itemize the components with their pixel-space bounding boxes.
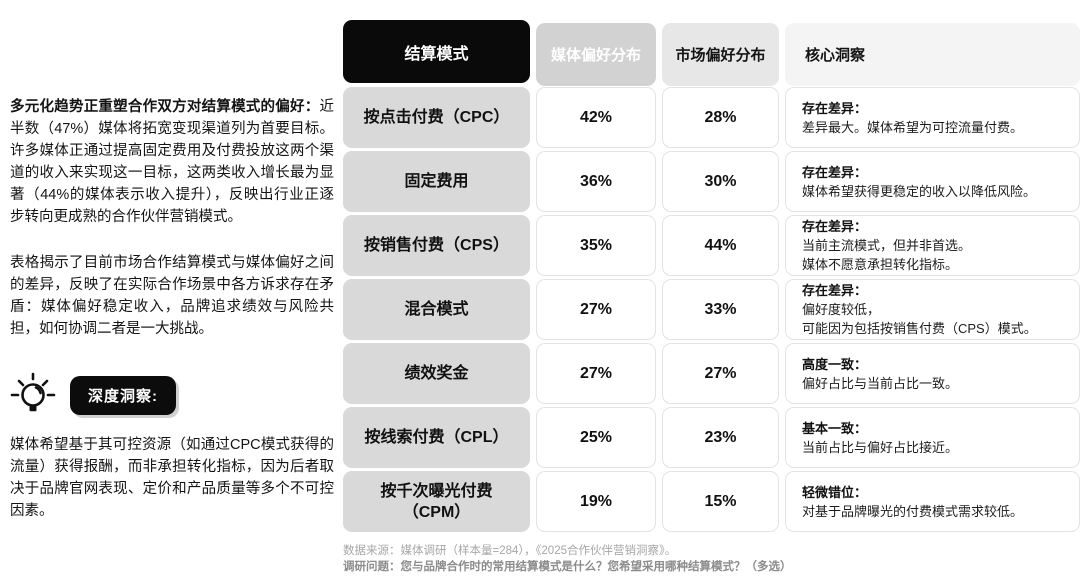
core-insight-cell: 存在差异： 媒体希望获得更稳定的收入以降低风险。 bbox=[785, 151, 1080, 212]
media-preference-value: 42% bbox=[536, 87, 656, 148]
settlement-mode-cell: 绩效奖金 bbox=[343, 343, 530, 404]
media-preference-value: 27% bbox=[536, 343, 656, 404]
insight-title: 高度一致： bbox=[802, 356, 868, 372]
insight-body: 当前占比与偏好占比接近。 bbox=[802, 439, 959, 455]
market-preference-value: 44% bbox=[662, 215, 779, 276]
media-preference-value: 25% bbox=[536, 407, 656, 468]
intro-paragraph-lead: 多元化趋势正重塑合作双方对结算模式的偏好： bbox=[10, 99, 320, 115]
settlement-mode-table: 结算模式 媒体偏好分布 市场偏好分布 核心洞察 按点击付费（CPC） 42% 28%… bbox=[343, 20, 1080, 532]
settlement-mode-cell: 按千次曝光付费（CPM） bbox=[343, 471, 530, 532]
market-preference-value: 30% bbox=[662, 151, 779, 212]
column-header-core-insight: 核心洞察 bbox=[785, 23, 1080, 86]
core-insight-cell: 存在差异： 偏好度较低， 可能因为包括按销售付费（CPS）模式。 bbox=[785, 279, 1080, 340]
insight-title: 存在差异： bbox=[802, 164, 868, 180]
settlement-mode-cell: 按线索付费（CPL） bbox=[343, 407, 530, 468]
survey-question-note: 调研问题：您与品牌合作时的常用结算模式是什么？您希望采用哪种结算模式？（多选） bbox=[343, 561, 792, 573]
data-source-note: 数据来源：媒体调研（样本量=284），《2025合作伙伴营销洞察》。 bbox=[343, 545, 677, 557]
core-insight-cell: 基本一致： 当前占比与偏好占比接近。 bbox=[785, 407, 1080, 468]
media-preference-value: 27% bbox=[536, 279, 656, 340]
intro-paragraph-body: 近半数（47%）媒体将拓宽变现渠道列为首要目标。许多媒体正通过提高固定费用及付费… bbox=[10, 99, 334, 225]
gap-analysis-paragraph: 表格揭示了目前市场合作结算模式与媒体偏好之间的差异，反映了在实际合作场景中各方诉… bbox=[10, 255, 334, 337]
core-insight-cell: 轻微错位： 对基于品牌曝光的付费模式需求较低。 bbox=[785, 471, 1080, 532]
media-preference-value: 36% bbox=[536, 151, 656, 212]
insight-body: 媒体希望获得更稳定的收入以降低风险。 bbox=[802, 183, 1037, 199]
insight-body: 偏好度较低， 可能因为包括按销售付费（CPS）模式。 bbox=[802, 302, 1037, 336]
settlement-mode-cell: 按点击付费（CPC） bbox=[343, 87, 530, 148]
market-preference-value: 33% bbox=[662, 279, 779, 340]
insight-title: 存在差异： bbox=[802, 219, 868, 234]
column-header-media-preference: 媒体偏好分布 bbox=[536, 23, 656, 86]
insight-title: 存在差异： bbox=[802, 283, 868, 298]
insight-paragraph: 媒体希望基于其可控资源（如通过CPC模式获得的流量）获得报酬，而非承担转化指标，… bbox=[10, 437, 334, 519]
market-preference-value: 23% bbox=[662, 407, 779, 468]
insight-title: 基本一致： bbox=[802, 420, 868, 436]
core-insight-cell: 存在差异： 当前主流模式，但并非首选。 媒体不愿意承担转化指标。 bbox=[785, 215, 1080, 276]
media-preference-value: 19% bbox=[536, 471, 656, 532]
intro-paragraph: 多元化趋势正重塑合作双方对结算模式的偏好：近半数（47%）媒体将拓宽变现渠道列为… bbox=[10, 96, 334, 228]
market-preference-value: 27% bbox=[662, 343, 779, 404]
insight-title: 存在差异： bbox=[802, 100, 868, 116]
insight-body: 差异最大。媒体希望为可控流量付费。 bbox=[802, 119, 1024, 135]
insight-title: 轻微错位： bbox=[802, 484, 868, 500]
settlement-mode-cell: 按销售付费（CPS） bbox=[343, 215, 530, 276]
core-insight-cell: 高度一致： 偏好占比与当前占比一致。 bbox=[785, 343, 1080, 404]
settlement-mode-cell: 固定费用 bbox=[343, 151, 530, 212]
market-preference-value: 28% bbox=[662, 87, 779, 148]
deep-insight-badge: 深度洞察: bbox=[70, 375, 176, 415]
insight-body: 当前主流模式，但并非首选。 媒体不愿意承担转化指标。 bbox=[802, 238, 972, 272]
insight-body: 对基于品牌曝光的付费模式需求较低。 bbox=[802, 503, 1024, 519]
media-preference-value: 35% bbox=[536, 215, 656, 276]
lightbulb-icon bbox=[10, 372, 56, 418]
market-preference-value: 15% bbox=[662, 471, 779, 532]
core-insight-cell: 存在差异： 差异最大。媒体希望为可控流量付费。 bbox=[785, 87, 1080, 148]
settlement-mode-cell: 混合模式 bbox=[343, 279, 530, 340]
footer-notes: 数据来源：媒体调研（样本量=284），《2025合作伙伴营销洞察》。 调研问题：… bbox=[343, 543, 1063, 575]
left-text-panel: 多元化趋势正重塑合作双方对结算模式的偏好：近半数（47%）媒体将拓宽变现渠道列为… bbox=[10, 96, 334, 522]
column-header-market-preference: 市场偏好分布 bbox=[662, 23, 779, 86]
deep-insight-header-row: 深度洞察: bbox=[10, 372, 334, 418]
insight-body: 偏好占比与当前占比一致。 bbox=[802, 375, 959, 391]
column-header-settlement-mode: 结算模式 bbox=[343, 20, 530, 83]
